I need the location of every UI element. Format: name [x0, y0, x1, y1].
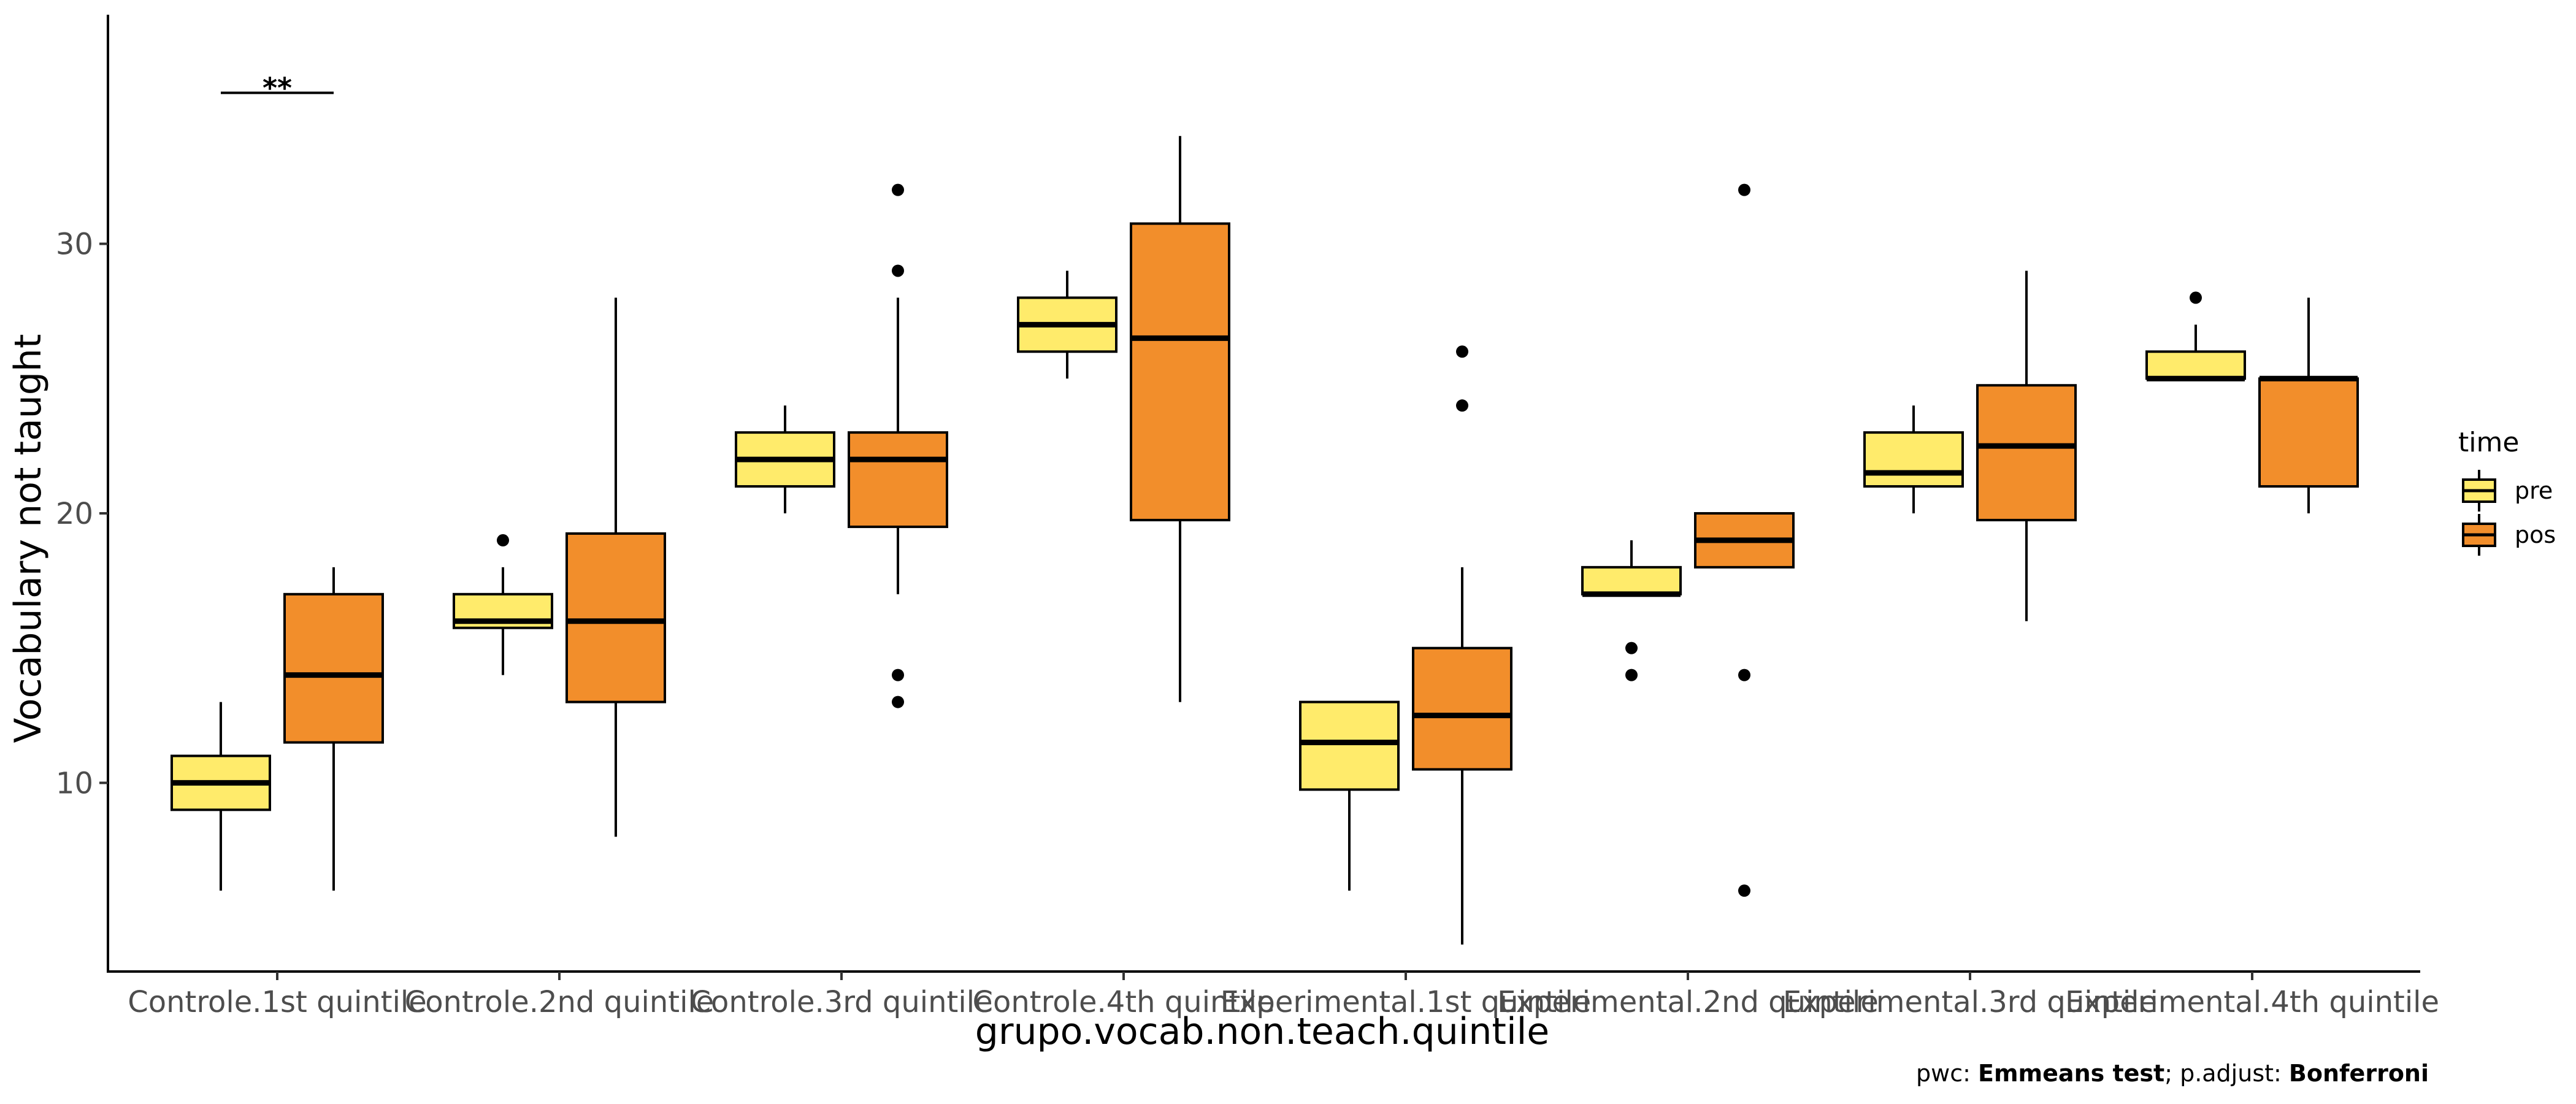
outlier-point: [892, 696, 904, 708]
box-body: [283, 592, 384, 744]
caption: pwc: Emmeans test; p.adjust: Bonferroni: [1916, 1060, 2429, 1087]
box-pos-5: [1412, 345, 1512, 945]
box-pos-8: [2258, 297, 2359, 513]
y-tick-label: 30: [56, 228, 93, 262]
box-pos-4: [1130, 136, 1230, 702]
y-axis-title: Vocabulary not taught: [7, 334, 50, 743]
outlier-point: [1456, 345, 1468, 358]
box-pre-3: [735, 405, 835, 513]
box-pre-4: [1017, 270, 1117, 379]
box-pos-7: [1976, 270, 2077, 621]
x-tick-label: Experimental.3rd quintile: [1783, 985, 2157, 1019]
x-tick-label: Experimental.2nd quintile: [1497, 985, 1879, 1019]
caption-middle: ; p.adjust:: [2164, 1060, 2289, 1087]
x-tick-label: Experimental.1st quintile: [1221, 985, 1592, 1019]
box-body: [848, 431, 948, 528]
x-tick-label: Controle.2nd quintile: [405, 985, 715, 1019]
box-body: [1976, 384, 2077, 521]
box-pre-6: [1581, 540, 1682, 681]
box-body: [1299, 700, 1400, 791]
box-body: [1130, 222, 1230, 521]
x-tick-label: Experimental.4th quintile: [2065, 985, 2439, 1019]
annotation-layer: **: [221, 71, 334, 104]
legend-label: pre: [2515, 477, 2553, 504]
box-pos-6: [1694, 183, 1795, 897]
outlier-point: [1738, 669, 1750, 681]
box-pre-1: [171, 702, 271, 891]
box-pre-7: [1863, 405, 1964, 513]
x-tick-label: Controle.1st quintile: [128, 985, 427, 1019]
axes-layer: 10 20 30 Controle.1st quintileControle.2nd …: [56, 15, 2439, 1019]
boxes-layer: [171, 136, 2359, 945]
outlier-point: [1738, 183, 1750, 196]
significance-label: **: [263, 71, 292, 104]
outlier-point: [1456, 399, 1468, 412]
box-body: [565, 532, 666, 703]
outlier-point: [892, 669, 904, 681]
outlier-point: [1625, 642, 1638, 654]
caption-adjust: Bonferroni: [2288, 1060, 2429, 1087]
box-body: [2145, 350, 2246, 380]
box-pos-2: [565, 297, 666, 837]
legend-item-pos: pos: [2462, 514, 2556, 556]
box-pos-3: [848, 183, 948, 708]
box-body: [1863, 431, 1964, 488]
caption-prefix: pwc:: [1916, 1060, 1978, 1087]
outlier-point: [1625, 669, 1638, 681]
box-body: [1581, 565, 1682, 596]
outlier-point: [2190, 291, 2202, 304]
outlier-point: [892, 264, 904, 277]
box-pre-8: [2145, 291, 2246, 381]
box-body: [1412, 646, 1512, 771]
legend-label: pos: [2515, 521, 2556, 548]
outlier-point: [1738, 884, 1750, 897]
y-tick-label: 10: [56, 766, 93, 800]
box-pos-1: [283, 567, 384, 891]
outlier-point: [497, 534, 509, 546]
x-tick-label: Controle.3rd quintile: [690, 985, 992, 1019]
legend-item-pre: pre: [2462, 470, 2553, 512]
box-pre-5: [1299, 700, 1400, 891]
box-pre-2: [453, 534, 553, 675]
legend: time pre pos: [2458, 427, 2556, 556]
legend-title: time: [2458, 427, 2519, 458]
y-tick-label: 20: [56, 497, 93, 531]
x-axis-title: grupo.vocab.non.teach.quintile: [975, 1010, 1549, 1053]
caption-method: Emmeans test: [1978, 1060, 2165, 1087]
box-body: [2258, 377, 2359, 488]
x-tick-label: Controle.4th quintile: [972, 985, 1275, 1019]
outlier-point: [892, 183, 904, 196]
